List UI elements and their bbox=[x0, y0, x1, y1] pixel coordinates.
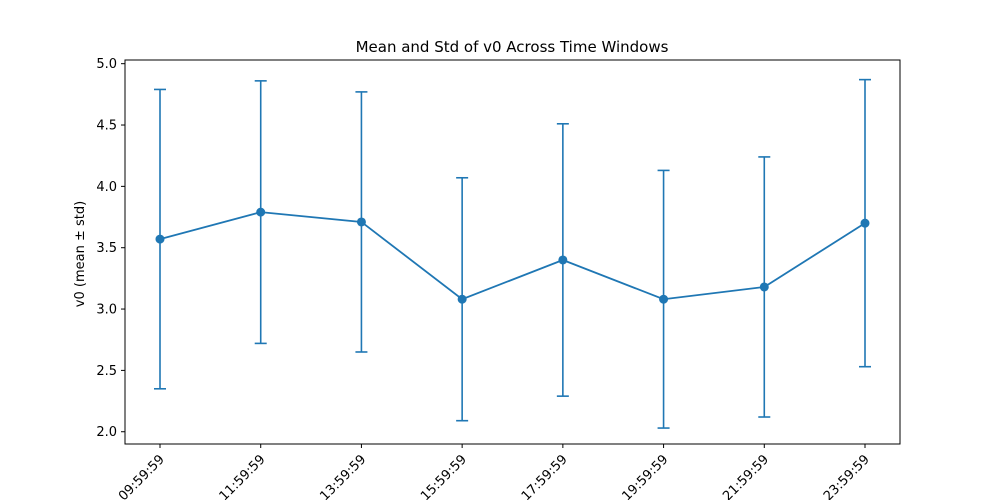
x-tick-label: 13:59:59 bbox=[317, 452, 369, 500]
data-point bbox=[860, 218, 870, 228]
data-point bbox=[457, 294, 467, 304]
y-tick-label: 2.5 bbox=[96, 364, 117, 379]
x-tick-label: 11:59:59 bbox=[217, 452, 269, 500]
x-tick-label: 09:59:59 bbox=[116, 452, 168, 500]
x-tick-label: 21:59:59 bbox=[720, 452, 772, 500]
x-tick-label: 17:59:59 bbox=[519, 452, 571, 500]
data-point bbox=[659, 294, 669, 304]
x-axis-ticks: 09:59:59 11:59:59 13:59:59 15:59:59 17:59:59… bbox=[116, 444, 873, 500]
data-point bbox=[356, 217, 366, 227]
data-point bbox=[155, 234, 165, 244]
chart-title: Mean and Std of v0 Across Time Windows bbox=[356, 38, 669, 56]
series-line bbox=[159, 211, 866, 301]
series-line-group bbox=[155, 207, 870, 304]
x-tick-label: 19:59:59 bbox=[620, 452, 672, 500]
y-tick-label: 3.0 bbox=[96, 303, 117, 318]
data-point bbox=[759, 282, 769, 292]
y-axis-label: v0 (mean ± std) bbox=[73, 201, 88, 307]
error-bars bbox=[154, 78, 871, 429]
y-tick-label: 5.0 bbox=[96, 57, 117, 72]
y-tick-label: 2.0 bbox=[96, 425, 117, 440]
y-tick-label: 4.0 bbox=[96, 180, 117, 195]
y-tick-label: 4.5 bbox=[96, 119, 117, 134]
y-axis-ticks: 2.0 2.5 3.0 3.5 4.0 4.5 5.0 bbox=[96, 57, 125, 440]
y-tick-label: 3.5 bbox=[96, 241, 117, 256]
x-tick-label: 23:59:59 bbox=[821, 452, 873, 500]
x-tick-label: 15:59:59 bbox=[418, 452, 470, 500]
data-point bbox=[256, 207, 266, 217]
plot-frame bbox=[124, 59, 901, 445]
data-point bbox=[558, 255, 568, 265]
